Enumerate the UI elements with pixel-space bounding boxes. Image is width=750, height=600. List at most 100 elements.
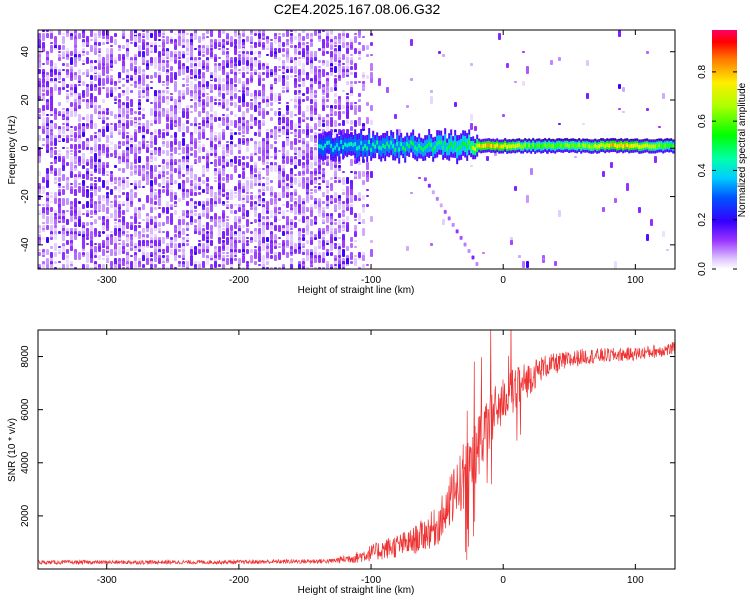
spectrogram-cell (342, 105, 345, 109)
spectrogram-cell (346, 225, 349, 232)
spectrogram-cell (178, 255, 181, 258)
spectrogram-cell (142, 258, 145, 261)
spectrogram-cell (658, 143, 661, 148)
spectrogram-cell (426, 143, 429, 148)
spectrogram-cell (70, 150, 73, 152)
spectrogram-cell (246, 126, 249, 132)
spectrogram-cell (282, 204, 285, 206)
spectrogram-cell (278, 120, 281, 124)
spectrogram-cell (202, 33, 205, 36)
spectrogram-cell (246, 141, 249, 144)
spectrogram-cell (42, 189, 45, 194)
spectrogram-cell (94, 246, 97, 254)
spectrogram-cell (198, 99, 201, 102)
spectrogram-cell (314, 234, 317, 237)
spectrogram-cell (210, 39, 213, 43)
spectrogram-cell (290, 99, 293, 101)
spectrogram-cell (194, 99, 197, 101)
spectrogram-cell (214, 261, 217, 268)
spectrogram-cell (98, 42, 101, 46)
spectrogram-cell (354, 177, 357, 179)
spectrogram-cell (658, 126, 661, 128)
spectrogram-cell (250, 192, 253, 194)
spectrogram-cell (258, 129, 261, 133)
spectrogram-cell (170, 213, 173, 220)
spectrogram-cell (274, 93, 277, 101)
spectrogram-cell (246, 78, 249, 85)
spectrogram-cell (98, 177, 101, 182)
spectrogram-cell (162, 171, 165, 174)
spectrogram-cell (522, 144, 525, 149)
spectrogram-cell (498, 33, 501, 40)
spectrogram-cell (310, 171, 313, 175)
spectrogram-cell (50, 237, 53, 240)
spectrogram-cell (210, 162, 213, 164)
spectrogram-cell (318, 267, 321, 269)
spectrogram-cell (286, 195, 289, 197)
spectrogram-cell (90, 123, 93, 129)
spectrogram-cell (102, 198, 105, 201)
spectrogram-cell (298, 84, 301, 87)
spectrogram-cell (122, 162, 125, 164)
spectrogram-cell (162, 84, 165, 86)
spectrogram-cell (154, 63, 157, 69)
spectrogram-cell (250, 99, 253, 101)
spectrogram-cell (418, 143, 421, 148)
spectrogram-cell (134, 186, 137, 189)
spectrogram-cell (254, 117, 257, 121)
spectrogram-cell (250, 174, 253, 179)
spectrogram-cell (186, 84, 189, 86)
spectrogram-cell (254, 42, 257, 46)
spectrogram-cell (602, 207, 605, 212)
spectrogram-cell (246, 243, 249, 246)
spectrogram-cell (110, 234, 113, 238)
spectrogram-cell (178, 33, 181, 37)
spectrogram-cell (162, 165, 165, 171)
spectrogram-cell (554, 261, 557, 266)
spectrogram-cell (122, 90, 125, 93)
spectrogram-cell (186, 228, 189, 231)
spectrogram-cell (342, 111, 345, 114)
spectrogram-cell (202, 180, 205, 184)
spectrogram-cell (90, 45, 93, 52)
spectrogram-cell (358, 30, 361, 36)
spectrogram-cell (354, 141, 357, 146)
spectrogram-cell (74, 75, 77, 80)
spectrogram-cell (218, 117, 221, 121)
spectrogram-cell (358, 42, 361, 45)
spectrogram-cell (154, 168, 157, 172)
spectrogram-cell (306, 165, 309, 168)
spectrogram-cell (194, 261, 197, 264)
spectrogram-cell (246, 66, 249, 70)
spectrogram-cell (234, 144, 237, 147)
spectrogram-cell (50, 246, 53, 249)
spectrogram-cell (338, 180, 341, 183)
spectrogram-cell (174, 192, 177, 195)
spectrogram-cell (182, 69, 185, 75)
spectrogram-cell (174, 60, 177, 63)
spectrogram-cell (622, 87, 625, 92)
spectrogram-cell (632, 143, 635, 148)
spectrogram-cell (670, 143, 673, 148)
spectrogram-cell (70, 66, 73, 70)
spectrogram-cell (170, 162, 173, 166)
spectrogram-cell (74, 138, 77, 142)
spectrogram-cell (346, 48, 349, 54)
spectrogram-cell (448, 144, 451, 149)
spectrogram-cell (226, 201, 229, 203)
spectrogram-cell (258, 105, 261, 109)
spectrogram-cell (298, 117, 301, 124)
spectrogram-cell (530, 168, 533, 175)
spectrogram-cell (222, 147, 225, 149)
spectrogram-cell (302, 258, 305, 261)
spectrogram-cell (266, 54, 269, 56)
spectrogram-cell (90, 171, 93, 174)
spectrogram-cell (368, 140, 371, 145)
spectrogram-cell (58, 51, 61, 53)
spectrogram-cell (406, 105, 409, 108)
spectrogram-cell (182, 237, 185, 240)
spectrogram-cell (90, 75, 93, 80)
spectrogram-cell (118, 159, 121, 164)
spectrogram-cell (430, 90, 433, 93)
